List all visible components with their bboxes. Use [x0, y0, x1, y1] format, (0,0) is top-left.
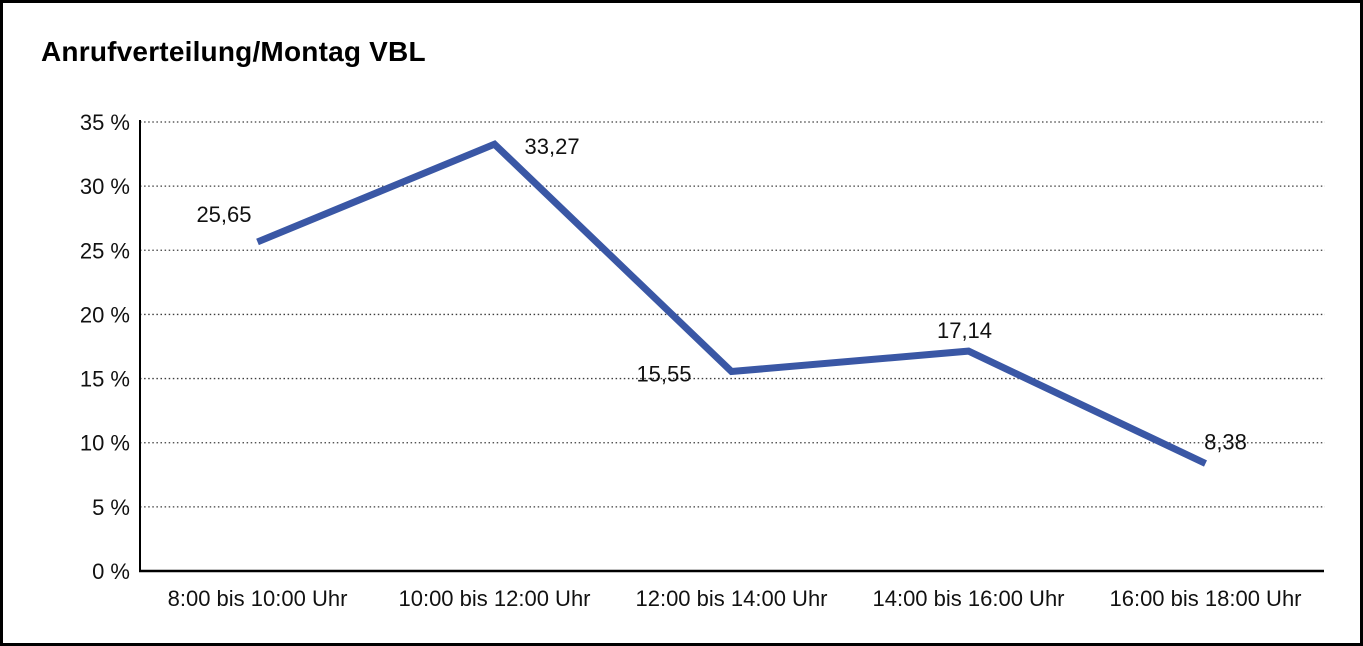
y-axis-tick-label: 10 % [80, 431, 130, 456]
data-point-value-label: 15,55 [636, 362, 691, 387]
y-axis-tick-label: 20 % [80, 302, 130, 327]
x-axis-category-label: 16:00 bis 18:00 Uhr [1109, 586, 1301, 611]
data-point-value-label: 33,27 [525, 134, 580, 159]
y-axis-tick-label: 5 % [92, 495, 130, 520]
y-axis-tick-label: 35 % [80, 110, 130, 135]
chart-title: Anrufverteilung/Montag VBL [41, 36, 426, 67]
data-point-value-label: 17,14 [937, 318, 992, 343]
data-series-line [256, 140, 1207, 467]
x-axis-category-label: 12:00 bis 14:00 Uhr [635, 586, 827, 611]
x-axis-category-label: 14:00 bis 16:00 Uhr [872, 586, 1064, 611]
line-chart: 0 % 5 % 10 % 15 % 20 % 25 % 30 % 35 % 8:00 bis 1… [80, 110, 1325, 611]
x-axis-category-label: 8:00 bis 10:00 Uhr [168, 586, 348, 611]
x-axis-category-label: 10:00 bis 12:00 Uhr [398, 586, 590, 611]
y-axis-tick-label: 25 % [80, 238, 130, 263]
data-point-value-label: 8,38 [1204, 429, 1247, 454]
y-axis-tick-label: 15 % [80, 367, 130, 392]
y-axis-tick-label: 30 % [80, 174, 130, 199]
y-axis-tick-label: 0 % [92, 559, 130, 584]
data-point-value-label: 25,65 [196, 202, 251, 227]
